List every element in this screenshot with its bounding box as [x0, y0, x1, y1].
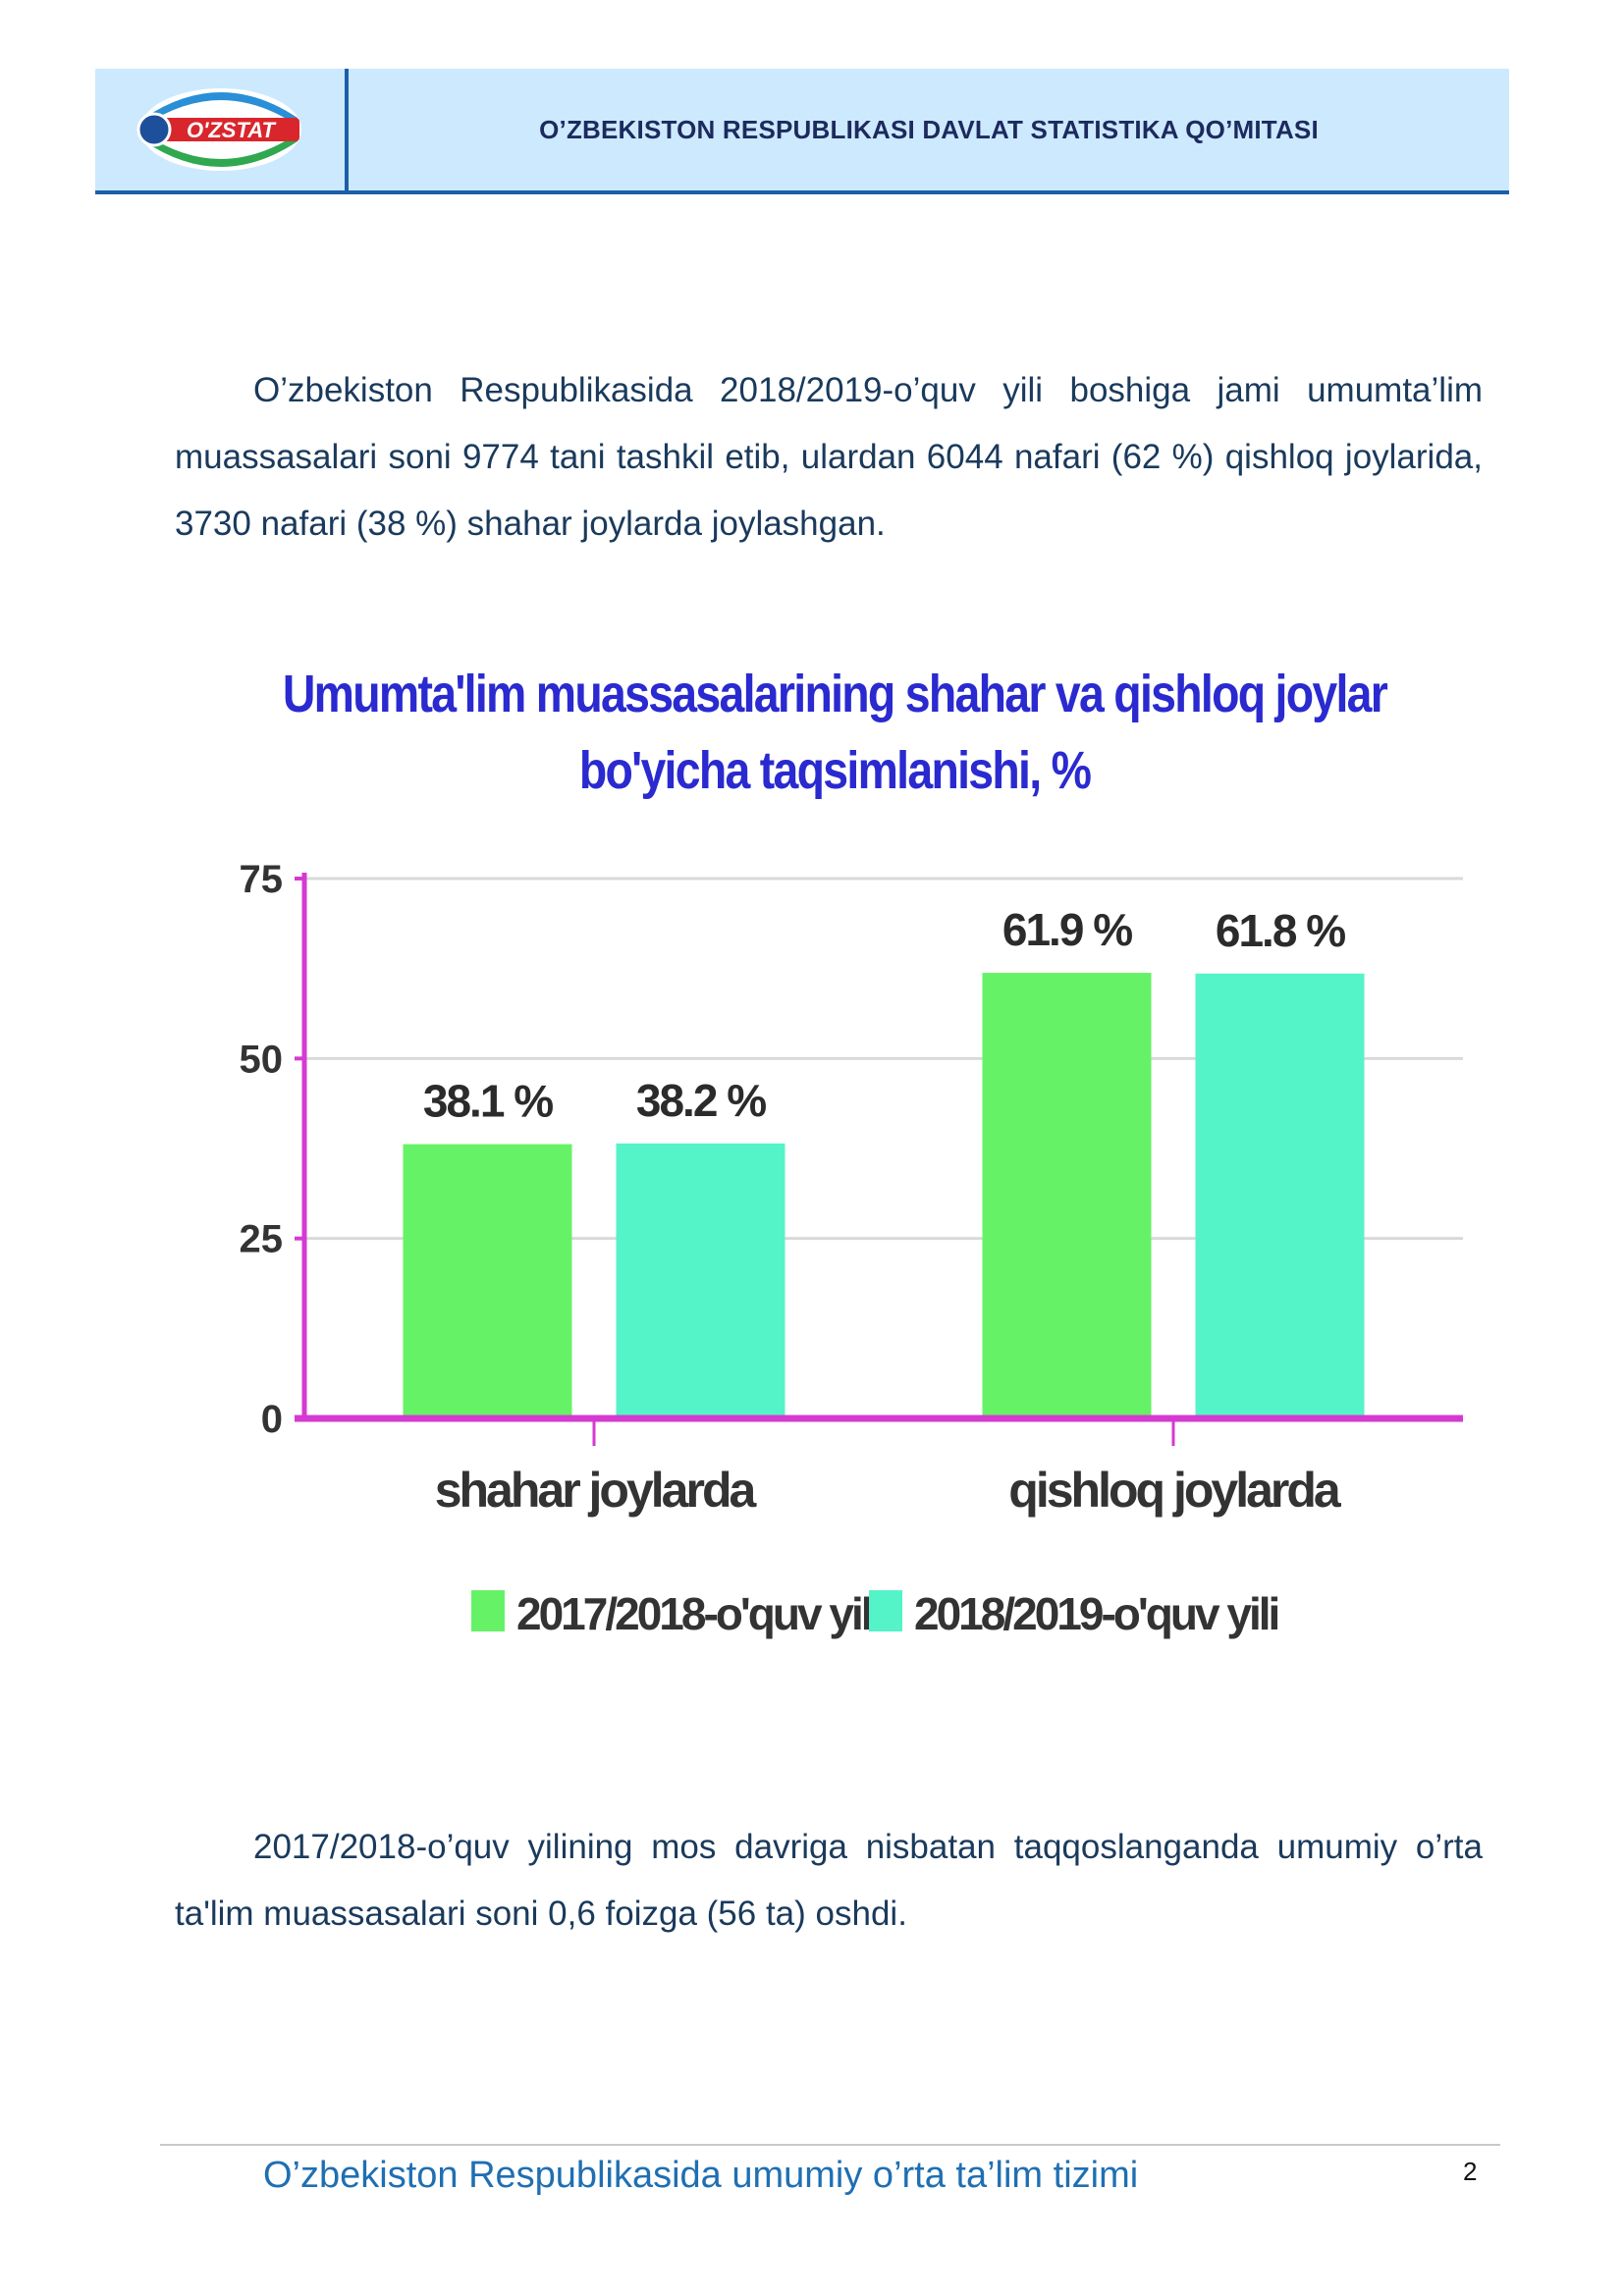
legend-swatch: [869, 1590, 902, 1631]
header-divider: [345, 69, 349, 190]
data-label: 38.2 %: [636, 1075, 766, 1126]
y-tick-label: 75: [240, 858, 284, 901]
footer-title: O’zbekiston Respublikasida umumiy o’rta …: [263, 2155, 1139, 2196]
page-header: O'ZSTAT O’ZBEKISTON RESPUBLIKASI DAVLAT …: [95, 69, 1509, 194]
x-category-label: shahar joylarda: [435, 1463, 758, 1518]
data-label: 38.1 %: [423, 1076, 553, 1127]
zstat-logo: O'ZSTAT: [95, 69, 347, 190]
bar: [616, 1143, 785, 1415]
page-number: 2: [1463, 2157, 1478, 2186]
bar: [403, 1144, 572, 1415]
footer-divider: [160, 2144, 1500, 2146]
chart-plot: 38.1 % 38.2 % 61.9 % 61.8 % 0 25 50 75 shahar j…: [240, 858, 1463, 1639]
chart-title: Umumta'lim muassasalarining shahar va qi…: [282, 665, 1388, 800]
bar-chart: Umumta'lim muassasalarining shahar va qi…: [177, 648, 1492, 1688]
y-tick-label: 0: [261, 1398, 283, 1441]
bar: [1195, 973, 1365, 1415]
data-label: 61.8 %: [1216, 905, 1345, 956]
comparison-paragraph: 2017/2018-o’quv yilining mos davriga nis…: [175, 1828, 1483, 1933]
y-tick-label: 25: [240, 1218, 284, 1261]
header-title: O’ZBEKISTON RESPUBLIKASI DAVLAT STATISTI…: [539, 114, 1319, 144]
bar: [982, 973, 1152, 1415]
legend-swatch: [471, 1590, 505, 1631]
data-label: 61.9 %: [1002, 904, 1132, 955]
logo-lettering: O'ZSTAT: [187, 118, 277, 142]
y-tick-label: 50: [240, 1038, 284, 1081]
x-category-label: qishloq joylarda: [1008, 1463, 1342, 1518]
intro-paragraph: O’zbekiston Respublikasida 2018/2019-o’q…: [175, 371, 1483, 543]
legend-label: 2017/2018-o'quv yili: [516, 1588, 881, 1639]
legend-label: 2018/2019-o'quv yili: [914, 1588, 1278, 1639]
